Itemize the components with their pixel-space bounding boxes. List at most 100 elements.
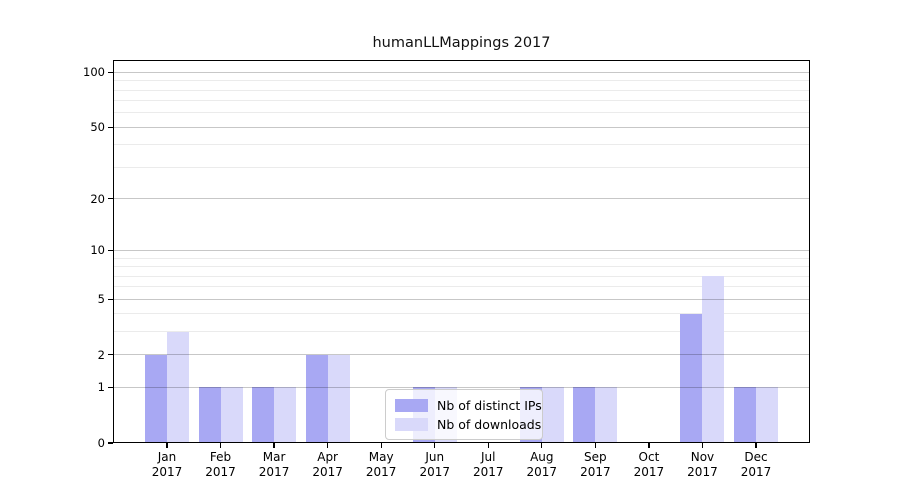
y-gridline-minor — [113, 80, 810, 82]
x-tick-label-year: 2017 — [580, 465, 611, 479]
y-tick-mark — [108, 354, 113, 356]
x-tick-label-year: 2017 — [740, 465, 772, 479]
x-tick-label-year: 2017 — [151, 465, 183, 479]
x-tick-label-year: 2017 — [526, 465, 558, 479]
x-tick-label-month: May — [368, 450, 394, 464]
y-tick-label: 10 — [90, 243, 105, 258]
y-tick-label: 1 — [97, 380, 105, 395]
y-tick-label: 2 — [97, 347, 105, 362]
x-tick-label-month: Dec — [744, 450, 768, 464]
bar-distinct-ips — [734, 387, 756, 443]
x-tick-label-year: 2017 — [365, 465, 397, 479]
x-tick-label-month: Aug — [530, 450, 554, 464]
y-gridline-minor — [113, 286, 810, 288]
y-gridline-minor — [113, 266, 810, 268]
x-tick-label: Nov 2017 — [670, 450, 734, 480]
y-gridline-major — [113, 354, 810, 356]
bar-distinct-ips — [198, 387, 221, 443]
y-gridline-minor — [113, 144, 810, 146]
bar-distinct-ips — [252, 387, 275, 443]
x-tick-label: Sep 2017 — [563, 450, 627, 480]
bar-downloads — [702, 276, 725, 443]
y-gridline-minor — [113, 100, 810, 102]
x-tick-mark — [380, 443, 382, 448]
x-tick-label-year: 2017 — [312, 465, 343, 479]
x-tick-mark — [541, 443, 543, 448]
x-tick-mark — [326, 443, 329, 448]
y-tick-mark — [108, 71, 113, 74]
legend-item-distinct-ips: Nb of distinct IPs — [395, 397, 542, 413]
y-gridline-major — [113, 126, 810, 128]
x-tick-mark — [487, 443, 489, 448]
bar-distinct-ips — [573, 387, 596, 443]
legend: Nb of distinct IPs Nb of downloads — [385, 389, 543, 440]
x-tick-label: Apr 2017 — [296, 450, 360, 480]
x-tick-mark — [648, 443, 650, 448]
y-tick-label: 20 — [90, 191, 105, 206]
legend-label-distinct-ips: Nb of distinct IPs — [437, 397, 542, 413]
x-tick-mark — [594, 443, 596, 448]
bar-downloads — [541, 387, 564, 443]
x-tick-label-year: 2017 — [419, 465, 450, 479]
x-tick-label: Feb 2017 — [189, 450, 253, 480]
y-gridline-minor — [113, 112, 810, 114]
y-tick-label: 0 — [97, 436, 105, 450]
y-gridline-major — [113, 249, 810, 251]
x-tick-label-year: 2017 — [258, 465, 290, 479]
x-tick-label-year: 2017 — [205, 465, 236, 479]
x-tick-label-month: Mar — [262, 450, 286, 464]
x-tick-label-month: Sep — [584, 450, 607, 464]
bar-distinct-ips — [305, 354, 328, 443]
y-gridline-minor — [113, 89, 810, 91]
x-tick-label-month: Feb — [209, 450, 232, 464]
x-tick-label: Dec 2017 — [724, 450, 788, 480]
x-tick-label-month: Apr — [317, 450, 338, 464]
x-tick-label: Jul 2017 — [456, 450, 520, 480]
bar-downloads — [595, 387, 618, 443]
x-tick-label-year: 2017 — [472, 465, 504, 479]
x-tick-label: Jun 2017 — [403, 450, 467, 480]
y-tick-mark — [108, 249, 113, 252]
x-tick-label: May 2017 — [349, 450, 413, 480]
x-tick-label: Aug 2017 — [510, 450, 574, 480]
x-tick-label: Jan 2017 — [135, 450, 199, 480]
y-gridline-major — [113, 386, 810, 388]
x-tick-mark — [701, 443, 704, 448]
y-tick-label: 5 — [97, 292, 105, 307]
x-tick-mark — [755, 443, 757, 448]
x-tick-mark — [166, 443, 168, 448]
legend-swatch-distinct-ips — [395, 398, 428, 412]
y-gridline-minor — [113, 313, 810, 315]
legend-item-downloads: Nb of downloads — [395, 416, 541, 432]
x-tick-label-month: Jan — [157, 450, 177, 464]
bar-downloads — [756, 387, 778, 443]
x-tick-label-month: Nov — [690, 450, 715, 464]
y-tick-label: 50 — [90, 120, 105, 135]
bar-downloads — [327, 354, 350, 443]
y-gridline-minor — [113, 257, 810, 259]
x-tick-mark — [434, 443, 436, 448]
x-tick-label-year: 2017 — [633, 465, 665, 479]
bar-distinct-ips — [680, 313, 703, 443]
x-tick-label-month: Jun — [425, 450, 445, 464]
y-gridline-minor — [113, 275, 810, 277]
legend-swatch-downloads — [395, 417, 428, 431]
x-tick-label-year: 2017 — [687, 465, 718, 479]
bar-downloads — [274, 387, 297, 443]
y-tick-mark — [108, 126, 113, 129]
plot-border — [113, 60, 810, 443]
x-tick-label-month: Jul — [481, 450, 496, 464]
x-tick-label-month: Oct — [638, 450, 660, 464]
bar-downloads — [220, 387, 243, 443]
y-tick-mark — [108, 442, 113, 444]
y-gridline-minor — [113, 331, 810, 333]
x-tick-label: Oct 2017 — [617, 450, 681, 480]
chart-title: humanLLMappings 2017 — [372, 35, 551, 51]
x-tick-mark — [219, 443, 222, 448]
y-gridline-minor — [113, 166, 810, 168]
x-tick-mark — [273, 443, 275, 448]
legend-label-downloads: Nb of downloads — [437, 416, 542, 432]
y-tick-mark — [108, 197, 113, 200]
bar-downloads — [167, 331, 189, 443]
